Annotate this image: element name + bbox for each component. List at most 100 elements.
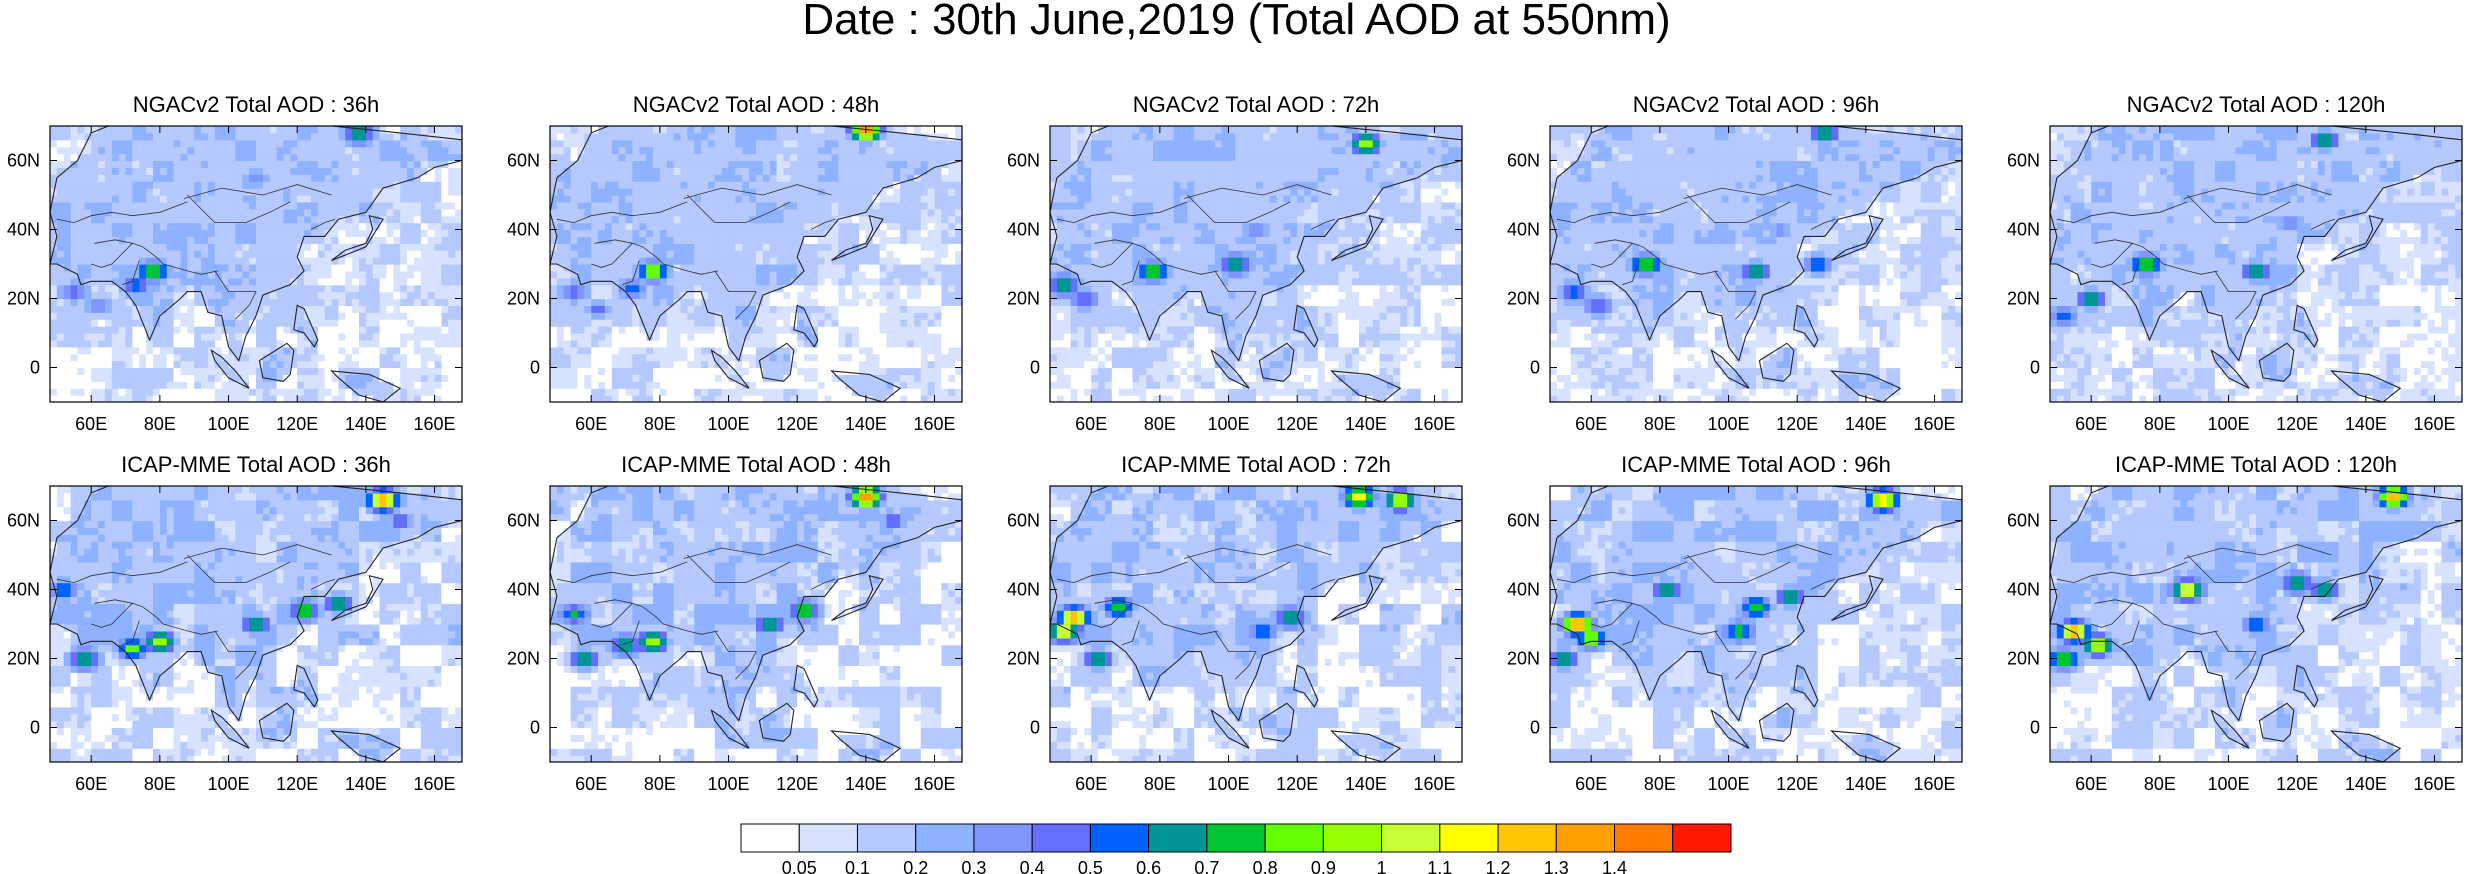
aod-cell — [920, 339, 929, 348]
aod-cell — [687, 270, 695, 279]
aod-cell — [153, 346, 161, 355]
aod-cell — [180, 333, 188, 341]
aod-cell — [139, 195, 147, 203]
aod-cell — [893, 174, 901, 182]
aod-cell — [310, 367, 319, 375]
aod-cell — [235, 181, 243, 189]
aod-cell — [707, 388, 716, 396]
aod-cell — [441, 395, 449, 402]
aod-cell — [269, 360, 278, 369]
aod-cell — [762, 201, 771, 210]
aod-cell — [955, 126, 962, 134]
aod-cell — [838, 339, 846, 348]
aod-cell — [865, 326, 874, 334]
aod-cell — [221, 291, 230, 300]
aod-cell — [84, 264, 92, 272]
aod-cell — [111, 270, 120, 279]
aod-cell — [804, 195, 812, 203]
aod-cell — [756, 277, 764, 286]
aod-cell — [372, 153, 381, 162]
aod-cell — [448, 395, 456, 402]
aod-cell — [304, 188, 312, 196]
aod-cell — [434, 243, 442, 251]
aod-cell — [386, 264, 394, 272]
aod-cell — [927, 215, 936, 224]
aod-cell — [859, 167, 867, 175]
aod-cell — [201, 139, 209, 148]
aod-cell — [680, 215, 688, 224]
aod-cell — [214, 291, 223, 300]
aod-cell — [604, 188, 613, 196]
aod-cell — [859, 132, 867, 141]
aod-cell — [927, 181, 936, 189]
aod-cell — [194, 181, 202, 189]
aod-cell — [393, 381, 401, 389]
aod-cell — [913, 360, 922, 369]
aod-cell — [455, 208, 462, 217]
aod-cell — [831, 229, 839, 237]
aod-cell — [441, 153, 449, 162]
aod-cell — [146, 367, 154, 375]
aod-cell — [948, 181, 956, 189]
aod-cell — [618, 167, 627, 175]
coastline — [831, 214, 884, 262]
aod-cell — [111, 146, 120, 155]
aod-cell — [194, 264, 202, 272]
aod-cell — [153, 167, 161, 175]
aod-cell — [714, 381, 723, 389]
aod-cell — [77, 132, 85, 141]
aod-cell — [694, 126, 702, 134]
aod-cell — [659, 284, 668, 293]
aod-cell — [194, 139, 202, 148]
aod-cell — [187, 298, 195, 306]
aod-cell — [104, 395, 113, 402]
aod-cell — [221, 312, 230, 320]
aod-cell — [276, 139, 285, 148]
aod-cell — [611, 339, 620, 348]
aod-cell — [70, 153, 79, 162]
aod-cell — [132, 153, 140, 162]
aod-cell — [611, 243, 620, 251]
aod-cell — [556, 270, 565, 279]
aod-cell — [256, 243, 264, 251]
aod-cell — [804, 229, 812, 237]
aod-cell — [214, 395, 223, 402]
aod-cell — [570, 229, 579, 237]
aod-cell — [290, 153, 298, 162]
aod-cell — [166, 236, 175, 244]
aod-cell — [907, 319, 915, 327]
aod-cell — [146, 167, 154, 175]
aod-cell — [859, 319, 867, 327]
aod-cell — [194, 346, 202, 355]
aod-cell — [845, 353, 853, 362]
aod-cell — [776, 298, 785, 306]
aod-cell — [707, 257, 716, 265]
aod-cell — [680, 132, 688, 141]
aod-cell — [804, 353, 812, 362]
aod-cell — [591, 284, 599, 293]
aod-cell — [91, 126, 99, 134]
aod-cell — [297, 236, 305, 244]
aod-cell — [207, 174, 216, 182]
aod-cell — [941, 195, 949, 203]
aod-cell — [653, 146, 661, 155]
aod-cell — [694, 270, 702, 279]
aod-cell — [865, 291, 874, 300]
aod-cell — [407, 264, 415, 272]
aod-cell — [242, 215, 250, 224]
aod-cell — [680, 326, 688, 334]
aod-cell — [146, 160, 154, 168]
aod-cell — [598, 201, 606, 210]
aod-cell — [701, 284, 709, 293]
aod-cell — [98, 167, 106, 175]
aod-cell — [687, 374, 695, 382]
aod-cell — [907, 208, 915, 217]
aod-cell — [646, 174, 654, 182]
aod-cell — [756, 222, 764, 231]
aod-cell — [304, 333, 312, 341]
aod-cell — [153, 174, 161, 182]
aod-cell — [694, 250, 702, 258]
aod-cell — [893, 160, 901, 168]
aod-cell — [900, 195, 908, 203]
aod-cell — [728, 353, 736, 362]
